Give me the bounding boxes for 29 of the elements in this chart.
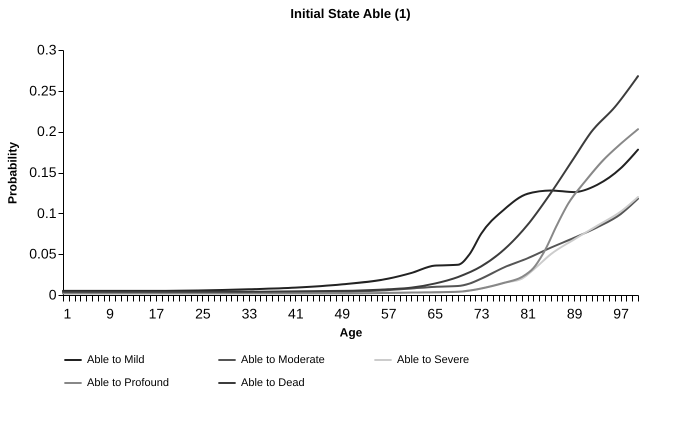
- x-tick-label: 97: [613, 306, 630, 322]
- y-axis-title: Probability: [5, 142, 20, 204]
- x-tick-label: 9: [106, 306, 114, 322]
- x-tick-label: 65: [427, 306, 444, 322]
- x-tick-label: 89: [566, 306, 583, 322]
- y-tick-label: 0.25: [29, 82, 57, 98]
- x-tick-label: 17: [148, 306, 164, 322]
- y-tick-label: 0.2: [37, 123, 57, 140]
- x-tick-label: 33: [242, 306, 258, 322]
- x-tick-label: 81: [520, 306, 536, 322]
- legend-label: Able to Mild: [87, 354, 144, 366]
- legend-label: Able to Profound: [87, 377, 169, 389]
- x-tick-label: 49: [334, 306, 350, 322]
- y-tick-label: 0.15: [29, 164, 57, 180]
- legend-label: Able to Moderate: [241, 354, 325, 366]
- legend-label: Able to Severe: [397, 354, 470, 366]
- x-tick-label: 73: [474, 306, 490, 322]
- x-tick-label: 1: [64, 306, 72, 322]
- x-tick-label: 25: [195, 306, 211, 322]
- y-tick-label: 0.3: [37, 42, 57, 58]
- line-series: [62, 75, 639, 293]
- y-tick-label: 0: [48, 286, 57, 302]
- x-tick-label: 41: [288, 306, 304, 322]
- x-axis-title: Age: [340, 326, 363, 340]
- y-tick-label: 0.05: [29, 246, 57, 262]
- legend-label: Able to Dead: [241, 377, 305, 389]
- y-tick-label: 0.1: [37, 204, 57, 221]
- chart-title: Initial State Able (1): [290, 6, 411, 21]
- x-tick-label: 57: [380, 306, 397, 322]
